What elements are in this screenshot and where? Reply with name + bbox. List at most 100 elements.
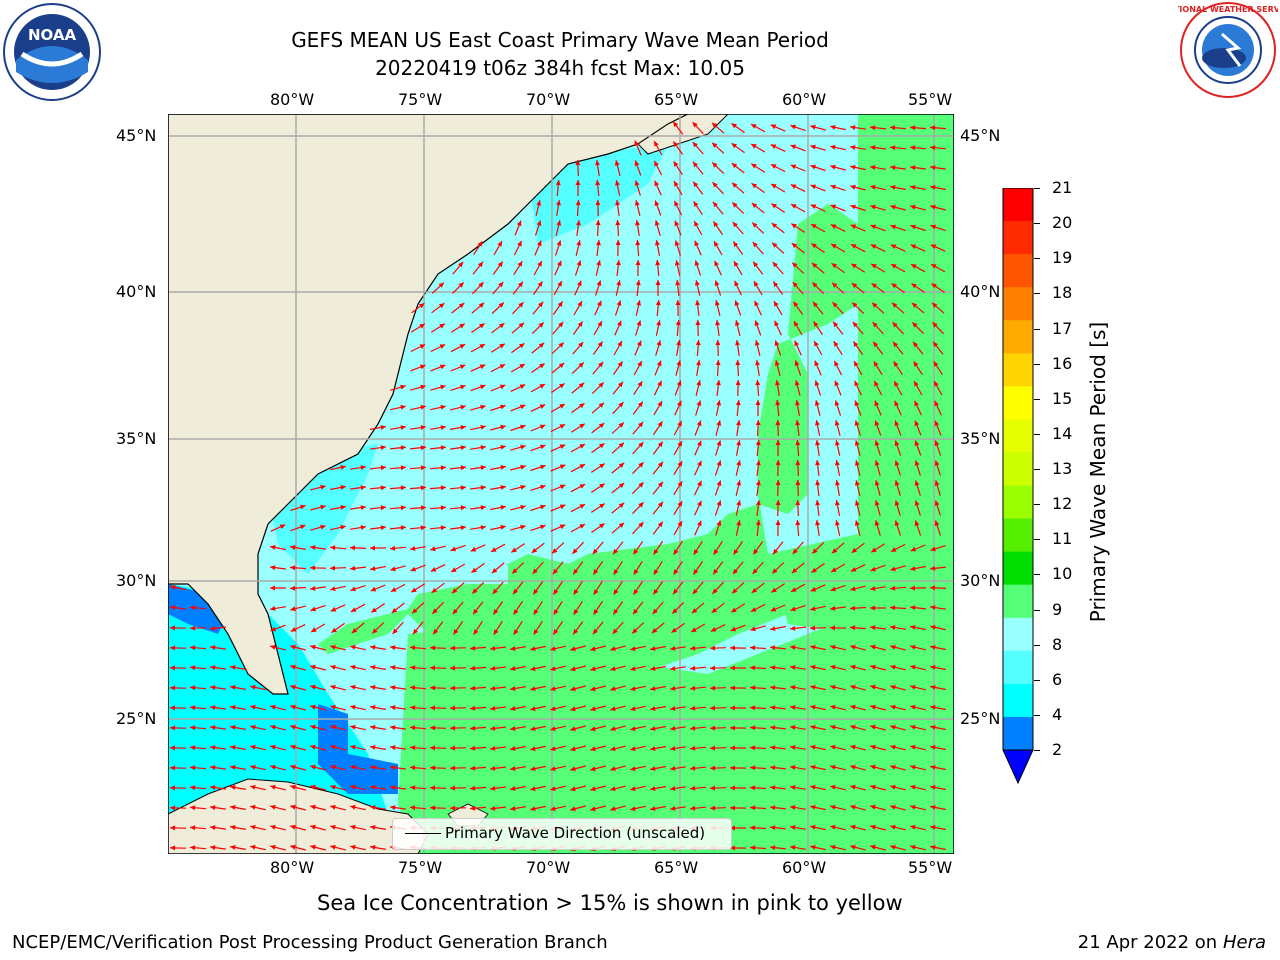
wave-arrow-head [852,302,858,308]
wave-arrow-head [493,609,499,615]
wave-arrow-head [874,400,880,407]
wave-arrow-head [420,505,426,511]
wave-arrow-head [930,665,936,670]
wave-arrow-head [716,460,722,466]
wave-arrow-head [579,484,586,489]
wave-arrow-head [610,726,616,732]
wave-arrow-head [371,607,377,613]
wave-arrow-head [811,262,818,268]
colorbar-segment [1003,386,1033,420]
wave-arrow-head [830,625,836,631]
wave-arrow-head [290,606,296,612]
wave-arrow-head [850,586,856,592]
colorbar-frame [1002,187,1034,750]
wave-arrow-head [330,764,336,770]
wave-arrow-head [930,725,936,730]
wave-arrow-head [630,646,636,652]
wave-arrow-head [790,745,796,750]
left-lat-label: 45°N [116,126,157,145]
colorbar-segment [1003,716,1033,751]
wave-arrow-head [440,465,446,471]
wave-arrow-head [557,301,563,307]
colorbar-tick-mark [1034,188,1040,189]
wave-arrow-head [612,628,618,634]
wave-arrow-head [593,609,599,615]
wave-arrow-head [750,665,756,671]
wave-arrow-head [190,705,196,711]
wave-arrow-head [530,726,536,732]
wave-arrow-head [490,665,496,671]
wave-arrow-head [710,785,716,791]
wave-arrow-head [300,524,306,530]
wave-arrow-head [810,586,817,592]
wave-arrow-head [657,461,663,468]
wave-arrow-head [270,606,276,611]
wave-arrow-head [500,524,506,530]
long-period-zone-mid [768,534,858,634]
wave-arrow-head [657,441,663,448]
wave-arrow-head [830,784,836,790]
wave-arrow-head [690,745,696,751]
colorbar-segment [1003,287,1033,321]
machine-name: Hera [1222,932,1266,953]
wave-arrow-head [835,480,840,486]
wave-arrow-head [595,160,600,166]
wave-arrow-head [931,264,937,269]
wave-arrow-head [491,568,498,574]
wave-arrow-head [597,321,602,327]
wave-arrow-head [730,626,737,632]
wave-arrow-head [871,283,878,289]
wave-arrow-head [710,725,716,731]
wave-arrow-head [617,341,622,347]
wave-arrow-head [775,500,781,506]
wave-arrow-head [770,705,776,711]
wave-arrow-head [578,342,584,348]
wave-arrow-head [755,440,761,446]
wave-arrow-head [370,725,376,730]
wave-arrow-head [676,360,682,366]
wave-arrow-head [751,163,757,169]
wave-arrow-head [500,424,506,430]
wave-arrow-head [598,402,604,408]
wave-arrow-head [520,424,526,430]
wave-arrow-head [550,786,556,792]
wave-arrow-head [914,520,920,526]
wave-arrow-head [638,482,644,488]
wave-arrow-head [671,627,677,633]
wave-arrow-head [460,465,466,471]
wave-arrow-head [914,400,919,407]
wave-arrow-head [498,302,504,308]
wave-arrow-head [570,666,576,672]
wave-arrow-head [615,200,621,206]
wave-arrow-head [391,607,398,613]
wave-arrow-head [440,404,446,410]
wave-arrow-head [450,785,456,791]
wave-arrow-head [419,364,426,370]
wave-arrow-head [400,445,406,451]
wave-arrow-head [851,547,858,553]
wave-arrow-head [270,545,276,550]
colorbar-tick-label: 16 [1052,353,1073,373]
wave-arrow-head [390,765,396,771]
wave-arrow-head [340,505,346,510]
wave-arrow-head [614,160,620,166]
wave-arrow-head [540,504,546,510]
wave-arrow-head [370,825,376,830]
wave-arrow-head [617,361,623,367]
wave-arrow-head [654,160,659,167]
wave-arrow-head [674,181,679,187]
colorbar-tick-mark [1034,223,1040,225]
wave-arrow-head [894,480,900,486]
wave-arrow-head [810,704,816,710]
wave-arrow-head [552,548,558,554]
wave-arrow-head [351,628,358,634]
wave-arrow-head [613,589,619,595]
wave-arrow-head [670,666,676,671]
wave-arrow-head [810,684,816,690]
wave-arrow-head [815,440,820,446]
wave-arrow-head [830,844,836,850]
wave-arrow-head [190,845,196,851]
wave-arrow-head [830,824,836,830]
wave-arrow-head [559,404,565,409]
colorbar-segment [1003,221,1033,255]
